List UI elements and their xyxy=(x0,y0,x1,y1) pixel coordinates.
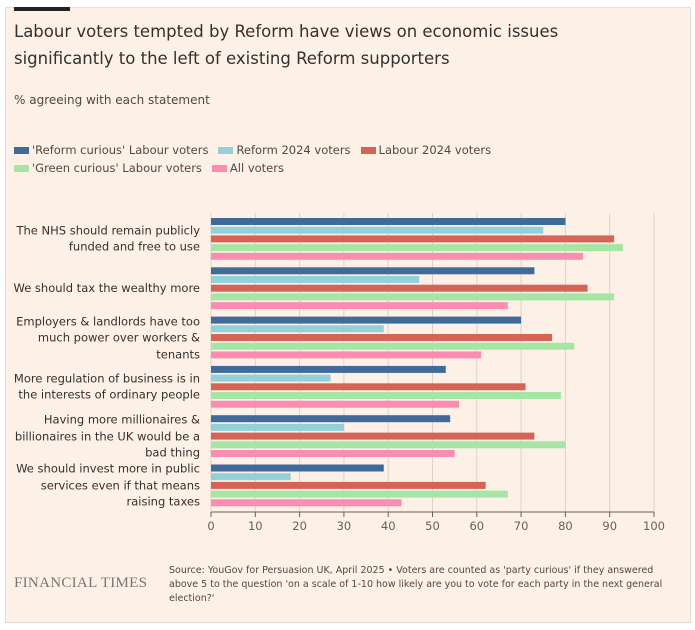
category-label: Having more millionaires & billionaires … xyxy=(14,412,200,460)
x-tick-label: 20 xyxy=(292,519,307,533)
chart-subtitle: % agreeing with each statement xyxy=(14,93,210,107)
bar xyxy=(211,252,584,260)
legend-label: All voters xyxy=(229,161,284,175)
x-tick-label: 50 xyxy=(425,519,440,533)
bar xyxy=(211,365,446,373)
legend-label: Reform 2024 voters xyxy=(236,143,351,157)
legend-item-all-voters: All voters xyxy=(211,161,284,175)
bar xyxy=(211,481,486,489)
bar xyxy=(211,244,623,252)
legend: 'Reform curious' Labour voters Reform 20… xyxy=(14,141,614,177)
category-label: More regulation of business is in the in… xyxy=(13,371,200,402)
legend-swatch xyxy=(14,146,29,154)
legend-label: 'Reform curious' Labour voters xyxy=(32,143,209,157)
bar xyxy=(211,464,384,472)
chart-title: Labour voters tempted by Reform have vie… xyxy=(14,22,559,68)
legend-label: Labour 2024 voters xyxy=(378,143,492,157)
top-accent-bar xyxy=(14,7,70,11)
bar xyxy=(211,490,508,498)
bar xyxy=(211,415,451,423)
bar xyxy=(211,302,508,310)
bar xyxy=(211,432,535,440)
legend-item-reform-2024: Reform 2024 voters xyxy=(218,143,351,157)
bar xyxy=(211,450,455,457)
bar xyxy=(211,325,384,333)
chart-card xyxy=(5,7,691,623)
x-tick-label: 60 xyxy=(469,519,484,533)
bar xyxy=(211,423,344,431)
legend-item-labour-2024: Labour 2024 voters xyxy=(360,143,492,157)
x-tick-label: 10 xyxy=(248,519,263,533)
bar xyxy=(211,392,561,399)
legend-swatch xyxy=(14,164,29,172)
bar xyxy=(211,351,482,359)
source-note: Source: YouGov for Persuasion UK, April … xyxy=(169,565,663,604)
legend-swatch xyxy=(211,164,227,172)
legend-row: 'Reform curious' Labour voters Reform 20… xyxy=(14,141,614,159)
legend-swatch xyxy=(360,146,376,154)
category-label: The NHS should remain publicly funded an… xyxy=(16,223,200,254)
legend-item-green-curious-labour: 'Green curious' Labour voters xyxy=(14,161,202,175)
x-tick-label: 70 xyxy=(514,519,529,533)
bar xyxy=(211,235,615,243)
bar xyxy=(211,383,526,391)
bar xyxy=(211,267,535,275)
x-tick-label: 0 xyxy=(207,519,214,533)
category-label: We should invest more in public services… xyxy=(16,461,200,509)
x-tick-label: 30 xyxy=(337,519,352,533)
legend-row: 'Green curious' Labour voters All voters xyxy=(14,159,614,177)
bar xyxy=(211,374,331,382)
legend-swatch xyxy=(218,146,234,154)
bar xyxy=(211,276,420,283)
bar xyxy=(211,226,544,234)
legend-item-reform-curious-labour: 'Reform curious' Labour voters xyxy=(14,143,208,157)
bar xyxy=(211,293,615,301)
ft-logo: FINANCIAL TIMES xyxy=(14,575,148,591)
bar xyxy=(211,400,460,408)
legend-label: 'Green curious' Labour voters xyxy=(32,161,202,175)
category-label: We should tax the wealthy more xyxy=(13,280,201,295)
bar xyxy=(211,441,566,449)
bar xyxy=(211,218,566,225)
bar xyxy=(211,316,522,324)
bar xyxy=(211,284,588,292)
bar xyxy=(211,473,291,481)
x-tick-label: 100 xyxy=(643,519,665,533)
bar xyxy=(211,334,553,341)
bar xyxy=(211,499,402,507)
x-tick-label: 40 xyxy=(381,519,396,533)
bar xyxy=(211,342,575,350)
x-tick-label: 90 xyxy=(602,519,617,533)
x-tick-label: 80 xyxy=(558,519,573,533)
category-label: Employers & landlords have too much powe… xyxy=(16,313,200,361)
